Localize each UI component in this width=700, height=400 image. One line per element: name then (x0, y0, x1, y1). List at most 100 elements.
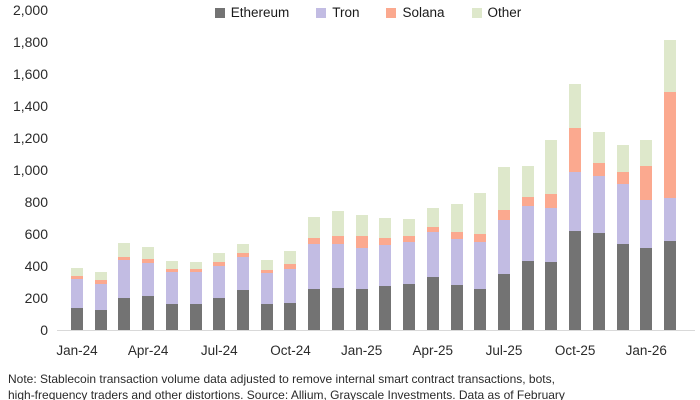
bar-segment-other (213, 253, 226, 262)
bar-segment-other (94, 272, 107, 280)
bar-segment-ethereum (237, 290, 250, 330)
footnote: Note: Stablecoin transaction volume data… (8, 372, 694, 400)
bar-feb-24 (94, 272, 107, 330)
bar-segment-solana (379, 238, 392, 246)
bar-segment-other (403, 218, 416, 237)
bar-segment-solana (308, 238, 321, 245)
footnote-line-1: Note: Stablecoin transaction volume data… (8, 372, 555, 386)
bar-segment-other (616, 145, 629, 173)
bar-segment-solana (403, 236, 416, 243)
bar-oct-24 (284, 250, 297, 330)
bar-segment-ethereum (94, 310, 107, 330)
bar-segment-ethereum (71, 307, 83, 330)
bar-segment-tron (189, 272, 202, 305)
bar-segment-other (474, 193, 487, 235)
bar-jul-25 (497, 166, 510, 330)
x-tick-label: Jan-26 (625, 343, 667, 358)
bar-segment-ethereum (474, 289, 487, 330)
bar-segment-other (237, 243, 250, 254)
bar-segment-ethereum (118, 298, 131, 330)
x-tick-label: Jan-24 (56, 343, 98, 358)
bar-jul-24 (213, 253, 226, 330)
bar-aug-25 (521, 166, 534, 330)
bar-segment-tron (379, 245, 392, 286)
x-tick-label: Apr-25 (412, 343, 454, 358)
bar-feb-26 (664, 40, 676, 330)
bar-segment-other (569, 83, 582, 128)
bar-nov-24 (308, 217, 321, 330)
legend-swatch-tron (316, 7, 327, 18)
x-tick-label: Jan-25 (340, 343, 383, 358)
bar-segment-solana (331, 235, 344, 244)
legend-label-solana: Solana (402, 5, 445, 20)
bar-segment-solana (426, 226, 439, 233)
bar-segment-ethereum (331, 287, 344, 330)
bar-segment-tron (260, 273, 273, 305)
bar-segment-tron (331, 243, 344, 288)
bar-segment-ethereum (213, 298, 226, 330)
bar-jan-24 (71, 267, 83, 330)
x-tick-label: Apr-24 (127, 343, 169, 358)
bar-jan-26 (640, 139, 653, 330)
x-tick-label: Jul-25 (485, 343, 523, 358)
bar-segment-ethereum (379, 286, 392, 330)
y-axis: 0 200 400 600 800 1,000 1,200 1,400 1,600 1,800 2,… (0, 0, 48, 340)
bar-segment-tron (142, 262, 155, 297)
footnote-line-2: high-frequency traders and other distort… (8, 387, 565, 400)
bar-segment-solana (165, 269, 178, 272)
bar-segment-solana (71, 275, 83, 279)
bar-segment-tron (213, 266, 226, 298)
bar-segment-tron (308, 244, 321, 290)
legend-label-other: Other (487, 5, 522, 20)
bar-mar-25 (403, 218, 416, 330)
y-tick-label: 1,200 (12, 130, 48, 146)
bar-segment-ethereum (308, 289, 321, 330)
bar-segment-solana (260, 270, 273, 274)
legend-item-other: Other (471, 5, 522, 20)
bar-segment-other (71, 267, 83, 276)
bar-segment-solana (450, 231, 463, 239)
bar-segment-solana (237, 253, 250, 258)
legend-label-tron: Tron (332, 5, 360, 20)
bar-segment-other (640, 139, 653, 167)
bar-segment-other (545, 139, 558, 195)
bar-segment-other (189, 262, 202, 270)
y-tick-label: 400 (24, 258, 48, 274)
bar-segment-other (379, 218, 392, 239)
bar-segment-solana (616, 172, 629, 185)
y-tick-label: 200 (24, 290, 48, 306)
bar-dec-25 (616, 145, 629, 330)
bar-sep-25 (545, 139, 558, 330)
bar-segment-solana (94, 279, 107, 284)
bar-segment-tron (403, 242, 416, 284)
bar-segment-solana (592, 162, 605, 177)
bar-segment-other (165, 261, 178, 270)
bar-segment-other (308, 217, 321, 239)
y-tick-label: 0 (40, 322, 48, 338)
legend-item-ethereum: Ethereum (214, 5, 290, 20)
bar-segment-other (521, 166, 534, 198)
bar-jan-25 (355, 214, 368, 330)
bar-segment-ethereum (664, 241, 676, 330)
bar-segment-tron (355, 248, 368, 290)
bar-segment-solana (118, 257, 131, 261)
bar-segment-solana (284, 264, 297, 270)
bar-segment-other (118, 242, 131, 258)
legend-label-ethereum: Ethereum (230, 5, 290, 20)
bar-segment-tron (592, 176, 605, 234)
bar-segment-other (284, 250, 297, 265)
bar-segment-ethereum (640, 248, 653, 330)
bar-segment-tron (118, 260, 131, 298)
bar-may-25 (450, 203, 463, 330)
y-tick-label: 1,400 (12, 98, 48, 114)
bar-segment-tron (521, 206, 534, 262)
bar-segment-ethereum (426, 277, 439, 330)
bar-apr-24 (142, 246, 155, 330)
y-tick-label: 800 (24, 194, 48, 210)
bar-segment-solana (355, 236, 368, 249)
bar-segment-solana (474, 234, 487, 243)
bar-segment-ethereum (165, 303, 178, 330)
bar-segment-ethereum (260, 304, 273, 330)
bar-segment-other (142, 246, 155, 259)
